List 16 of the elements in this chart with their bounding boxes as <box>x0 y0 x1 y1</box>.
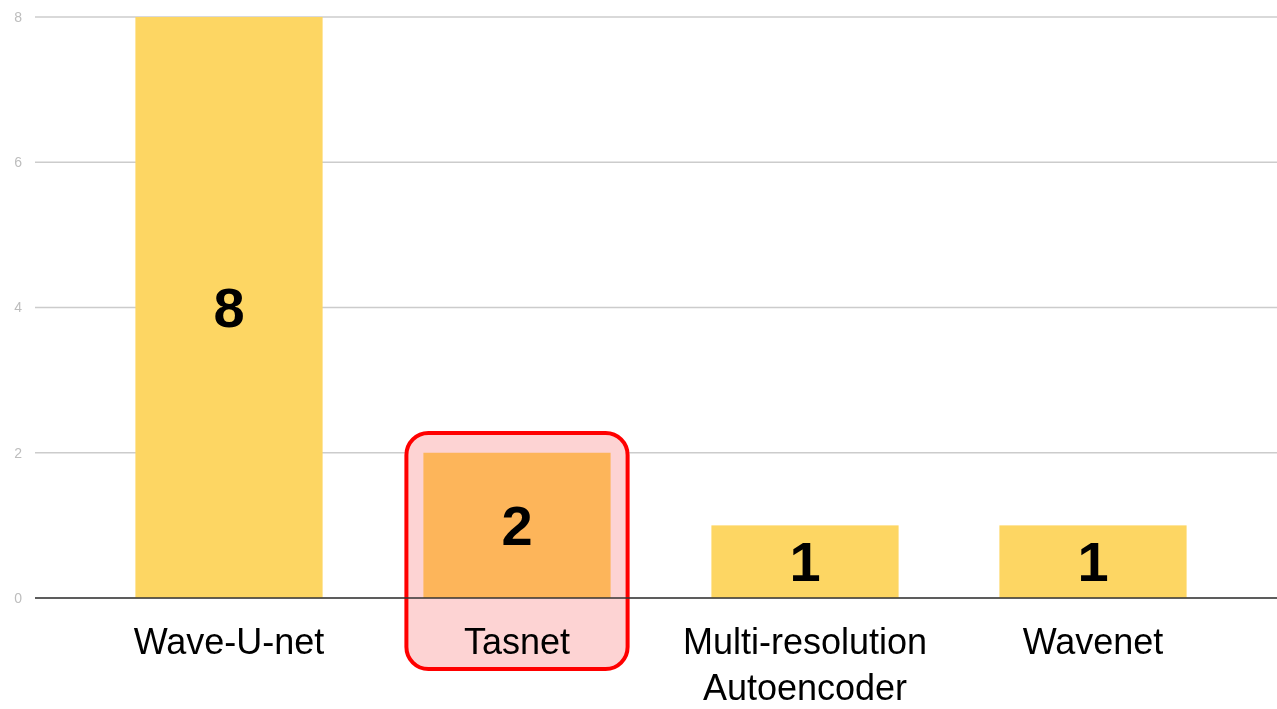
x-tick-label: Tasnet <box>463 621 571 662</box>
bar <box>135 17 323 598</box>
data-label: 8 <box>213 276 245 340</box>
data-label: 2 <box>501 493 533 557</box>
x-tick-label: Wavenet <box>1022 621 1164 662</box>
y-tick-label: 0 <box>14 589 23 606</box>
x-tick-label: Multi-resolution Autoencoder <box>682 621 928 708</box>
y-tick-label: 6 <box>14 154 23 171</box>
bar <box>711 525 899 598</box>
y-tick-label: 8 <box>14 8 23 25</box>
data-label: 1 <box>1077 530 1109 594</box>
data-label: 1 <box>789 530 821 594</box>
y-tick-label: 2 <box>14 444 23 461</box>
y-tick-label: 4 <box>14 299 23 316</box>
bar <box>999 525 1187 598</box>
x-tick-label: Wave-U-net <box>133 621 325 662</box>
